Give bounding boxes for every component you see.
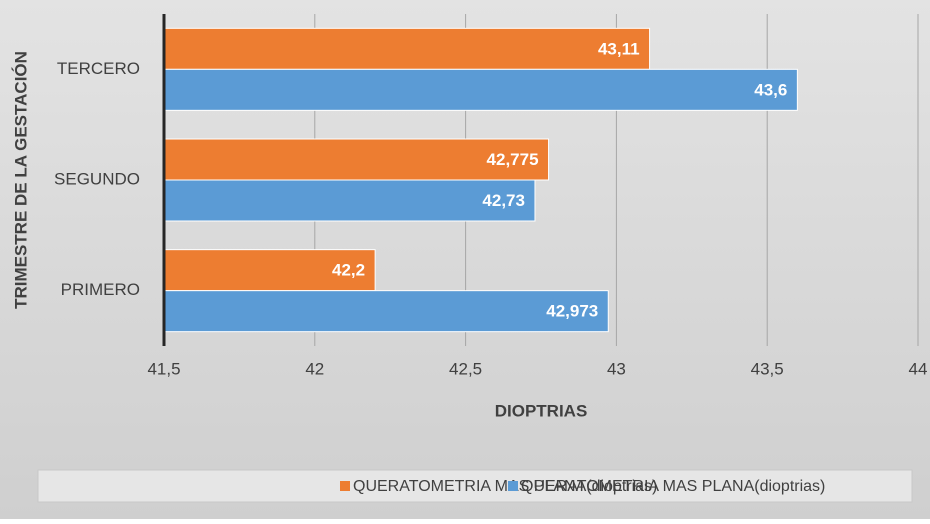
legend-label: QUERATOMETRIA MAS PLANA(dioptrias) xyxy=(521,478,825,495)
legend-label: QUERATOMETRIA MAS PLANA(dioptrias) xyxy=(353,478,657,495)
x-tick-label: 43,5 xyxy=(751,359,784,378)
x-axis-label: DIOPTRIAS xyxy=(495,401,588,420)
x-tick-label: 42 xyxy=(305,359,324,378)
y-tick-label: SEGUNDO xyxy=(54,169,140,188)
data-label: 42,973 xyxy=(546,302,598,321)
x-tick-label: 43 xyxy=(607,359,626,378)
x-tick-label: 42,5 xyxy=(449,359,482,378)
data-label: 42,73 xyxy=(482,191,525,210)
bar xyxy=(163,290,609,333)
y-tick-label: PRIMERO xyxy=(61,280,140,299)
legend xyxy=(37,469,913,503)
data-label: 42,2 xyxy=(332,261,365,280)
y-axis-label: TRIMESTRE DE LA GESTACIÓN xyxy=(11,51,30,309)
x-tick-label: 41,5 xyxy=(147,359,180,378)
bar xyxy=(163,179,536,222)
legend-swatch xyxy=(508,481,518,491)
bar xyxy=(163,68,798,111)
bar xyxy=(163,27,651,70)
legend-swatch xyxy=(340,481,350,491)
data-label: 43,11 xyxy=(598,39,640,58)
data-label: 42,775 xyxy=(487,150,539,169)
x-tick-label: 44 xyxy=(909,359,928,378)
data-label: 43,6 xyxy=(754,80,787,99)
y-tick-label: TERCERO xyxy=(57,59,140,78)
